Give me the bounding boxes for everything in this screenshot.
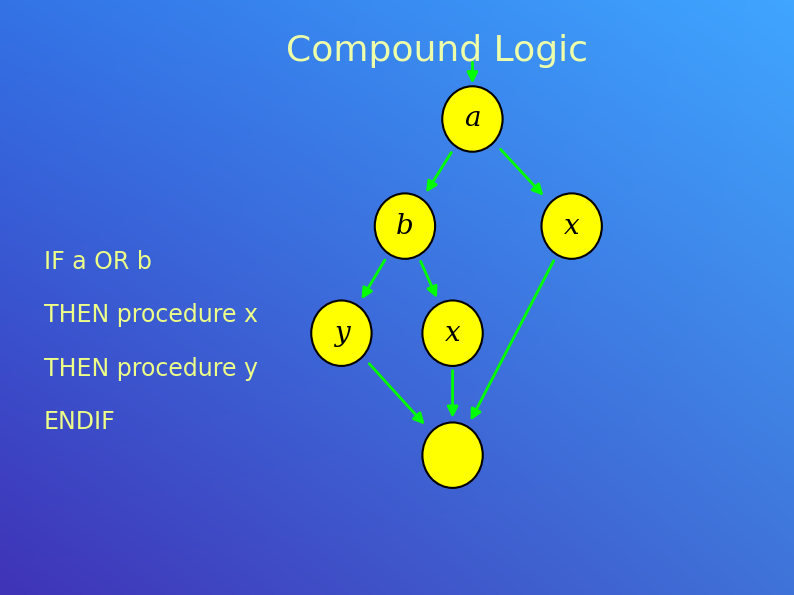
Text: x: x (564, 212, 580, 240)
Text: ENDIF: ENDIF (44, 411, 115, 434)
Ellipse shape (311, 300, 372, 366)
Text: THEN procedure x: THEN procedure x (44, 303, 258, 327)
Text: IF a OR b: IF a OR b (44, 250, 152, 274)
Ellipse shape (422, 300, 483, 366)
Ellipse shape (375, 193, 435, 259)
Ellipse shape (422, 422, 483, 488)
Text: Compound Logic: Compound Logic (286, 33, 588, 68)
Ellipse shape (442, 86, 503, 152)
Text: x: x (445, 320, 461, 347)
Text: THEN procedure y: THEN procedure y (44, 357, 258, 381)
Text: y: y (333, 320, 349, 347)
Text: a: a (464, 105, 480, 133)
Ellipse shape (542, 193, 602, 259)
Text: b: b (396, 212, 414, 240)
